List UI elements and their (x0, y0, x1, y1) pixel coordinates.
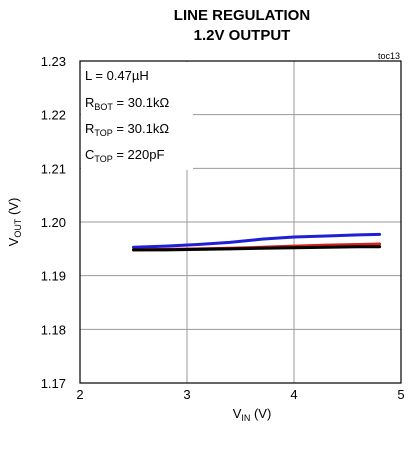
series-line-3 (132, 245, 382, 252)
y-tick-label: 1.19 (41, 269, 66, 284)
y-axis-label-main: V (6, 237, 21, 246)
x-tick-label: 4 (290, 387, 297, 402)
annotation-value: = 30.1kΩ (113, 95, 170, 110)
y-axis-label-unit: (V) (6, 198, 21, 219)
annotation-value: = 30.1kΩ (113, 121, 170, 136)
annotation-background (81, 62, 193, 170)
y-axis-label: VOUT (V) (6, 198, 23, 247)
y-tick-label: 1.17 (41, 376, 66, 391)
x-tick-label: 2 (76, 387, 83, 402)
x-axis-label-unit: (V) (250, 406, 271, 421)
annotation-line: RBOT = 30.1kΩ (85, 95, 170, 112)
y-tick-label: 1.23 (41, 54, 66, 69)
chart-title-line-2: 1.2V OUTPUT (194, 27, 291, 44)
y-tick-label: 1.18 (41, 322, 66, 337)
annotation-subscript: BOT (94, 102, 113, 112)
annotation-line: L = 0.47µH (85, 68, 149, 83)
data-series (132, 232, 382, 252)
x-tick-label: 5 (397, 387, 404, 402)
annotation-symbol: C (85, 147, 94, 162)
x-axis-label-sub: IN (241, 413, 250, 423)
annotation-value: = 220pF (113, 147, 165, 162)
y-axis-label-sub: OUT (13, 218, 23, 238)
series-line-1 (132, 232, 382, 249)
y-tick-label: 1.22 (41, 108, 66, 123)
y-tick-label: 1.20 (41, 215, 66, 230)
chart-title-line-1: LINE REGULATION (174, 7, 310, 24)
annotation-subscript: TOP (94, 128, 112, 138)
plot-frame (79, 60, 402, 384)
annotation-symbol: L = 0.47µH (85, 68, 149, 83)
corner-label: toc13 (378, 51, 400, 61)
tick-labels: 2 3 4 5 1.17 1.18 1.19 1.20 1.21 1.22 1.23 (41, 54, 405, 402)
annotation-line: CTOP = 220pF (85, 147, 164, 164)
y-tick-label: 1.21 (41, 161, 66, 176)
annotation-symbol: R (85, 95, 94, 110)
annotation-symbol: R (85, 121, 94, 136)
annotation-line: RTOP = 30.1kΩ (85, 121, 169, 138)
annotation-subscript: TOP (94, 154, 112, 164)
x-axis-label: VIN (V) (233, 406, 272, 423)
x-tick-label: 3 (183, 387, 190, 402)
x-axis-label-main: V (233, 406, 242, 421)
